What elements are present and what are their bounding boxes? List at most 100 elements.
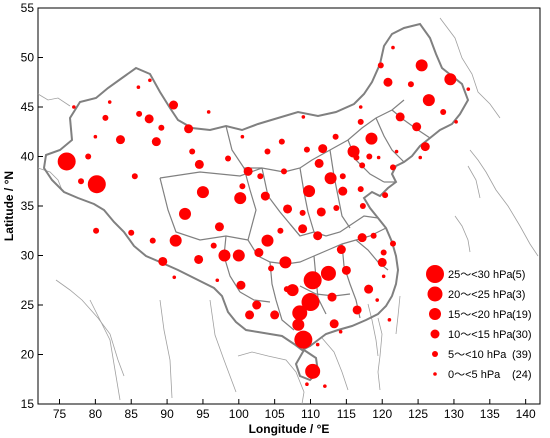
- station-point: [169, 100, 179, 110]
- station-point: [377, 62, 384, 69]
- station-point: [323, 384, 327, 388]
- station-point: [286, 284, 299, 297]
- station-point: [225, 155, 232, 162]
- station-point: [260, 191, 270, 201]
- station-point: [389, 240, 396, 247]
- station-point: [303, 185, 316, 198]
- station-point: [93, 134, 98, 139]
- station-point: [292, 305, 308, 321]
- station-point: [422, 94, 435, 107]
- station-point: [294, 330, 313, 349]
- station-point: [278, 138, 285, 145]
- x-tick-label: 80: [89, 407, 103, 421]
- legend-marker: [429, 308, 441, 320]
- station-point: [280, 168, 287, 175]
- station-point: [252, 300, 262, 310]
- station-point: [415, 59, 428, 72]
- station-point: [149, 237, 156, 244]
- station-point: [364, 284, 374, 294]
- station-point: [395, 112, 405, 122]
- station-point: [299, 209, 306, 216]
- data-points: [57, 45, 471, 388]
- x-axis-title: Longitude / °E: [249, 422, 330, 436]
- station-point: [151, 137, 161, 147]
- neighbor-coastlines: [37, 17, 539, 405]
- station-point: [381, 274, 386, 279]
- station-point: [254, 248, 264, 258]
- station-point: [85, 153, 92, 160]
- legend-count: (24): [512, 369, 532, 381]
- station-point: [93, 227, 100, 234]
- y-tick-label: 45: [21, 100, 35, 114]
- station-point: [214, 222, 224, 232]
- station-point: [245, 310, 255, 320]
- station-point: [264, 148, 271, 155]
- legend-marker: [426, 265, 444, 283]
- legend-label: 20～<25 hPa: [448, 289, 513, 301]
- station-point: [215, 278, 220, 283]
- station-point: [179, 207, 192, 220]
- station-point: [332, 133, 339, 140]
- legend-label: 10～<15 hPa: [448, 329, 513, 341]
- y-tick-label: 35: [21, 199, 35, 213]
- station-point: [412, 122, 422, 132]
- station-point: [194, 159, 204, 169]
- legend-label: 0～<5 hPa: [448, 369, 501, 381]
- station-point: [318, 144, 328, 154]
- station-point: [389, 164, 396, 171]
- station-point: [136, 85, 141, 89]
- station-point: [376, 155, 381, 160]
- station-point: [327, 292, 337, 302]
- station-point: [391, 45, 395, 50]
- station-point: [359, 203, 366, 209]
- station-point: [366, 153, 373, 160]
- station-point: [303, 271, 322, 290]
- station-point: [87, 175, 106, 194]
- station-point: [418, 155, 423, 160]
- x-tick-label: 110: [301, 407, 320, 421]
- station-point: [387, 318, 392, 322]
- station-point: [382, 192, 389, 199]
- x-tick-label: 120: [372, 407, 392, 421]
- station-point: [292, 318, 305, 331]
- y-tick-label: 55: [21, 1, 35, 15]
- station-point: [440, 108, 447, 115]
- station-point: [353, 154, 360, 161]
- legend: 25～<30 hPa (5) 20～<25 hPa (3) 15～<20 hPa (19)…: [420, 258, 534, 386]
- station-point: [454, 120, 458, 124]
- station-point: [279, 256, 292, 269]
- station-point: [234, 192, 247, 205]
- legend-count: (19): [512, 309, 532, 321]
- station-point: [394, 149, 399, 154]
- station-point: [239, 183, 246, 190]
- x-tick-label: 125: [408, 407, 428, 421]
- station-point: [377, 257, 387, 267]
- station-point: [169, 234, 182, 247]
- station-point: [158, 256, 168, 266]
- station-point: [370, 232, 377, 239]
- y-tick-label: 15: [21, 397, 35, 411]
- station-point: [352, 305, 362, 315]
- station-point: [338, 329, 343, 334]
- x-tick-label: 135: [480, 407, 500, 421]
- station-point: [338, 186, 348, 196]
- station-point: [283, 286, 290, 293]
- station-point: [270, 310, 280, 320]
- y-tick-label: 40: [21, 150, 35, 164]
- province-borders: [159, 99, 431, 331]
- legend-label: 5～<10 hPa: [448, 349, 507, 361]
- legend-label: 15～<20 hPa: [448, 309, 513, 321]
- station-point: [357, 233, 367, 243]
- station-point: [320, 265, 336, 281]
- legend-count: (39): [512, 349, 532, 361]
- station-point: [261, 234, 274, 247]
- station-point: [298, 224, 308, 234]
- station-point: [313, 231, 323, 241]
- legend-marker: [427, 286, 443, 302]
- station-point: [172, 275, 177, 280]
- station-point: [107, 100, 112, 104]
- y-tick-label: 20: [21, 348, 35, 362]
- legend-count: (5): [512, 269, 525, 281]
- station-point: [339, 173, 346, 180]
